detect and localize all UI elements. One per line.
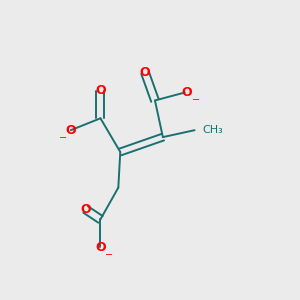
Text: O: O [181, 86, 192, 99]
Text: O: O [140, 66, 150, 79]
Text: O: O [65, 124, 76, 137]
Text: −: − [59, 133, 67, 143]
Text: O: O [95, 241, 106, 254]
Text: CH₃: CH₃ [202, 125, 223, 135]
Text: −: − [191, 95, 200, 106]
Text: −: − [105, 250, 113, 260]
Text: O: O [80, 203, 91, 216]
Text: O: O [95, 84, 106, 97]
